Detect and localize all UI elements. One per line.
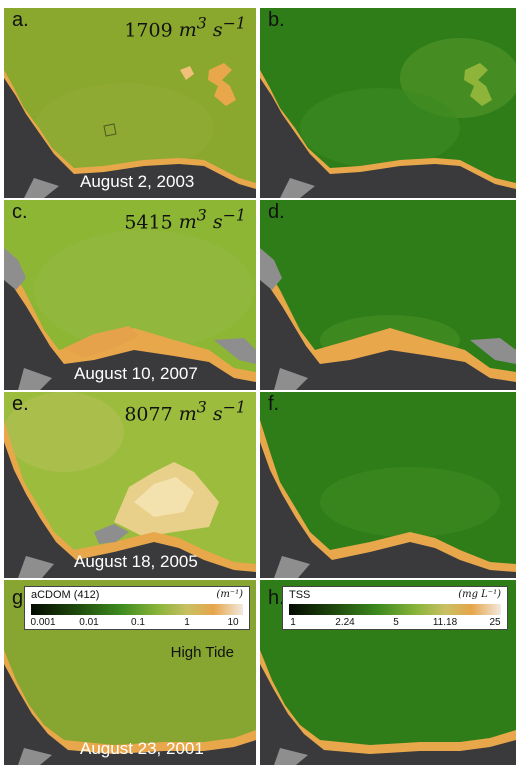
flow-value-e: 8077	[124, 403, 173, 426]
legend-tss-title: TSS	[289, 589, 311, 601]
map-image-c	[4, 200, 256, 390]
panel-c: c. 5415 m3 s−1 August 10, 2007	[4, 200, 256, 390]
legend-acdom-title: aCDOM (412)	[31, 589, 100, 601]
map-image-f	[260, 392, 516, 578]
panel-f: f.	[260, 392, 516, 578]
panel-h: h. TSS (mg L⁻¹) 1 2.24 5 11.18 25	[260, 580, 516, 765]
flow-unit-e: m3 s−1	[178, 398, 246, 426]
legend-acdom-colorbar	[31, 604, 243, 615]
panel-label-h: h.	[268, 587, 285, 609]
panel-label-e: e.	[12, 393, 29, 415]
legend-tss-colorbar	[289, 604, 501, 615]
map-image-a	[4, 8, 256, 198]
date-e: August 18, 2005	[74, 552, 198, 571]
panel-a: a. 1709 m3 s−1 August 2, 2003	[4, 8, 256, 198]
legend-tss-tick: 11.18	[432, 617, 458, 628]
map-image-d	[260, 200, 516, 390]
legend-acdom-tick: 10	[227, 617, 239, 628]
flow-value-a: 1709	[124, 19, 173, 42]
panel-label-b: b.	[268, 9, 285, 31]
legend-tss: TSS (mg L⁻¹) 1 2.24 5 11.18 25	[282, 586, 508, 630]
panel-g: g. aCDOM (412) (m⁻¹) 0.001 0.01 0.1 1 10…	[4, 580, 256, 765]
map-image-b	[260, 8, 516, 198]
legend-acdom: aCDOM (412) (m⁻¹) 0.001 0.01 0.1 1 10	[24, 586, 250, 630]
flow-rate-e: 8077 m3 s−1	[124, 398, 246, 425]
panel-label-a: a.	[12, 9, 29, 31]
legend-tss-tick: 2.24	[335, 617, 355, 628]
tide-note: High Tide	[170, 644, 234, 661]
panel-label-c: c.	[12, 201, 28, 223]
legend-tss-tick: 1	[290, 617, 296, 628]
date-a: August 2, 2003	[80, 172, 195, 191]
panel-b: b.	[260, 8, 516, 198]
flow-value-c: 5415	[124, 211, 173, 234]
panel-e: e. 8077 m3 s−1 August 18, 2005	[4, 392, 256, 578]
date-c: August 10, 2007	[74, 364, 198, 383]
legend-tss-unit: (mg L⁻¹)	[458, 589, 501, 600]
legend-acdom-tick: 1	[184, 617, 190, 628]
date-g: August 23, 2001	[80, 739, 204, 758]
map-image-e	[4, 392, 256, 578]
flow-rate-a: 1709 m3 s−1	[124, 14, 246, 41]
legend-acdom-tick: 0.01	[79, 617, 99, 628]
flow-unit-a: m3 s−1	[178, 14, 246, 42]
legend-tss-tick: 5	[393, 617, 399, 628]
panel-d: d.	[260, 200, 516, 390]
panel-label-d: d.	[268, 201, 285, 223]
flow-rate-c: 5415 m3 s−1	[124, 206, 246, 233]
flow-unit-c: m3 s−1	[178, 206, 246, 234]
legend-acdom-tick: 0.001	[30, 617, 56, 628]
panel-label-f: f.	[268, 393, 280, 415]
legend-acdom-unit: (m⁻¹)	[216, 589, 243, 600]
legend-acdom-tick: 0.1	[131, 617, 145, 628]
legend-tss-tick: 25	[489, 617, 501, 628]
